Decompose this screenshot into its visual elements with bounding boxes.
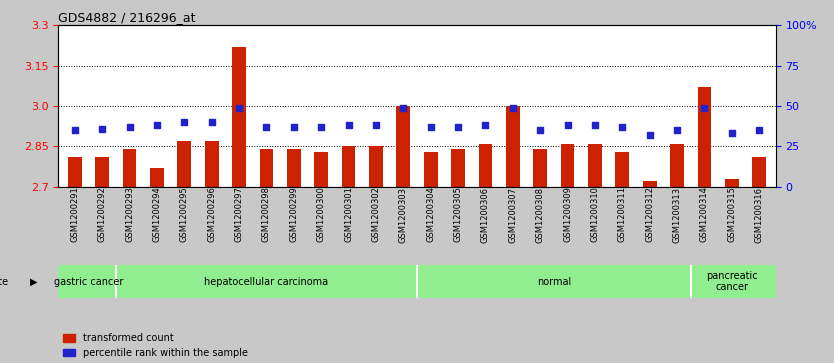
Bar xyxy=(95,157,109,187)
Text: GSM1200307: GSM1200307 xyxy=(508,187,517,242)
Point xyxy=(506,105,520,110)
Text: GSM1200312: GSM1200312 xyxy=(646,187,654,242)
Bar xyxy=(506,106,520,187)
Text: GSM1200294: GSM1200294 xyxy=(153,187,162,242)
Point xyxy=(479,122,492,128)
Bar xyxy=(615,152,629,187)
Bar xyxy=(752,157,766,187)
Bar xyxy=(205,141,219,187)
Point xyxy=(671,127,684,133)
Point xyxy=(424,124,437,130)
Text: GSM1200303: GSM1200303 xyxy=(399,187,408,242)
Point xyxy=(615,124,629,130)
Text: GSM1200302: GSM1200302 xyxy=(371,187,380,242)
Point xyxy=(451,124,465,130)
Text: GSM1200300: GSM1200300 xyxy=(317,187,326,242)
Text: gastric cancer: gastric cancer xyxy=(54,277,123,286)
Bar xyxy=(697,87,711,187)
Text: GSM1200311: GSM1200311 xyxy=(618,187,627,242)
Point xyxy=(752,127,766,133)
Text: GSM1200310: GSM1200310 xyxy=(590,187,600,242)
Text: GSM1200313: GSM1200313 xyxy=(672,187,681,242)
Text: hepatocellular carcinoma: hepatocellular carcinoma xyxy=(204,277,329,286)
Text: GSM1200298: GSM1200298 xyxy=(262,187,271,242)
Bar xyxy=(150,168,163,187)
Text: GSM1200291: GSM1200291 xyxy=(70,187,79,242)
Text: GSM1200308: GSM1200308 xyxy=(535,187,545,242)
Text: GSM1200316: GSM1200316 xyxy=(755,187,764,242)
Bar xyxy=(178,141,191,187)
Text: GSM1200301: GSM1200301 xyxy=(344,187,353,242)
Point xyxy=(588,122,601,128)
Point xyxy=(205,119,219,125)
Bar xyxy=(342,146,355,187)
Text: GSM1200315: GSM1200315 xyxy=(727,187,736,242)
Bar xyxy=(479,144,492,187)
Point xyxy=(96,126,109,131)
Bar xyxy=(643,181,656,187)
Point xyxy=(534,127,547,133)
Point xyxy=(259,124,273,130)
Text: ▶: ▶ xyxy=(30,277,38,286)
Text: pancreatic
cancer: pancreatic cancer xyxy=(706,271,757,292)
Legend: transformed count, percentile rank within the sample: transformed count, percentile rank withi… xyxy=(63,333,248,358)
Text: GSM1200314: GSM1200314 xyxy=(700,187,709,242)
Bar xyxy=(123,149,137,187)
Bar xyxy=(424,152,438,187)
Point xyxy=(698,105,711,110)
Text: GSM1200296: GSM1200296 xyxy=(207,187,216,242)
Point xyxy=(342,122,355,128)
Text: GSM1200299: GSM1200299 xyxy=(289,187,299,242)
Text: GSM1200293: GSM1200293 xyxy=(125,187,134,242)
Point xyxy=(178,119,191,125)
Text: GSM1200305: GSM1200305 xyxy=(454,187,463,242)
Bar xyxy=(451,149,465,187)
Bar xyxy=(396,106,410,187)
Bar xyxy=(534,149,547,187)
Text: GSM1200306: GSM1200306 xyxy=(481,187,490,242)
Text: GSM1200297: GSM1200297 xyxy=(234,187,244,242)
Point xyxy=(233,105,246,110)
Bar xyxy=(287,149,300,187)
Point xyxy=(123,124,136,130)
Point xyxy=(561,122,575,128)
Point xyxy=(287,124,300,130)
Bar xyxy=(588,144,602,187)
Text: GSM1200309: GSM1200309 xyxy=(563,187,572,242)
Bar xyxy=(314,152,328,187)
Bar xyxy=(232,47,246,187)
Text: GDS4882 / 216296_at: GDS4882 / 216296_at xyxy=(58,11,196,24)
Bar xyxy=(560,144,575,187)
Bar xyxy=(259,149,274,187)
Point xyxy=(68,127,82,133)
Point xyxy=(725,131,738,136)
Point xyxy=(369,122,383,128)
Text: GSM1200292: GSM1200292 xyxy=(98,187,107,242)
Text: disease state: disease state xyxy=(0,277,8,286)
Bar xyxy=(725,179,739,187)
Bar xyxy=(671,144,684,187)
Text: GSM1200295: GSM1200295 xyxy=(180,187,188,242)
Bar xyxy=(68,157,82,187)
Point xyxy=(397,105,410,110)
Point xyxy=(314,124,328,130)
Text: GSM1200304: GSM1200304 xyxy=(426,187,435,242)
Point xyxy=(150,122,163,128)
Bar xyxy=(369,146,383,187)
Point xyxy=(643,132,656,138)
Text: normal: normal xyxy=(537,277,571,286)
